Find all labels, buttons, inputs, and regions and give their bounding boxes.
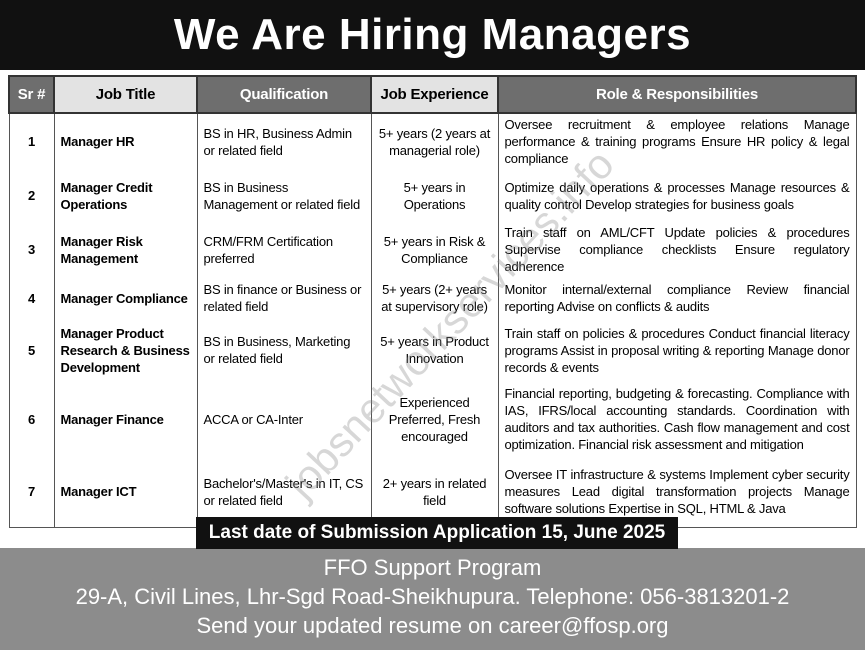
cell: Monitor internal/external compliance Rev… [497, 277, 857, 319]
cell: Manager HR [53, 113, 198, 169]
cell: Manager Credit Operations [53, 169, 198, 222]
deadline: Last date of Submission Application 15, … [196, 517, 678, 549]
column-header: Sr # [8, 75, 55, 114]
cell: BS in HR, Business Admin or related fiel… [196, 113, 372, 169]
cell: 5+ years (2+ years at supervisory role) [370, 277, 499, 319]
cell: Manager Risk Management [53, 222, 198, 277]
footer-line: Send your updated resume on career@ffosp… [196, 613, 669, 638]
jobs-table: Sr # Job Title Qualification Job Experience… [8, 75, 857, 528]
cell: 4 [8, 277, 55, 319]
job-row: 4 Manager Compliance BS in finance or Busi… [8, 277, 857, 319]
cell: BS in Business Management or related fie… [196, 169, 372, 222]
footer: FFO Support Program 29-A, Civil Lines, Lh… [0, 548, 865, 650]
cell: Manager ICT [53, 457, 198, 528]
cell: CRM/FRM Certification preferred [196, 222, 372, 277]
cell: Oversee recruitment & employee relations… [497, 113, 857, 169]
cell: 2 [8, 169, 55, 222]
cell: Financial reporting, budgeting & forecas… [497, 381, 857, 457]
cell: Optimize daily operations & processes Ma… [497, 169, 857, 222]
cell: Manager Finance [53, 381, 198, 457]
header-row: Sr # Job Title Qualification Job Experience… [8, 75, 857, 114]
column-header: Job Title [53, 75, 198, 114]
cell: ACCA or CA-Inter [196, 381, 372, 457]
cell: Train staff on policies & procedures Con… [497, 319, 857, 381]
column-header: Qualification [196, 75, 372, 114]
cell: 3 [8, 222, 55, 277]
cell: Manager Compliance [53, 277, 198, 319]
cell: Bachelor's/Master's in IT, CS or related… [196, 457, 372, 528]
job-row: 3 Manager Risk Management CRM/FRM Certific… [8, 222, 857, 277]
cell: 5+ years in Operations [370, 169, 499, 222]
column-header: Role & Responsibilities [497, 75, 857, 114]
cell: Train staff on AML/CFT Update policies &… [497, 222, 857, 277]
cell: 6 [8, 381, 55, 457]
job-row: 5 Manager Product Research & Business Dev… [8, 319, 857, 381]
cell: Manager Product Research & Business Deve… [53, 319, 198, 381]
job-row: 6 Manager Finance ACCA or CA-Inter Experien… [8, 381, 857, 457]
job-row: 7 Manager ICT Bachelor's/Master's in IT, C… [8, 457, 857, 528]
cell: 5+ years in Product Innovation [370, 319, 499, 381]
cell: 5+ years in Risk & Compliance [370, 222, 499, 277]
cell: 1 [8, 113, 55, 169]
job-row: 1 Manager HR BS in HR, Business Admin or r… [8, 113, 857, 169]
cell: 5 [8, 319, 55, 381]
cell: 7 [8, 457, 55, 528]
cell: Experienced Preferred, Fresh encouraged [370, 381, 499, 457]
cell: BS in finance or Business or related fie… [196, 277, 372, 319]
cell: BS in Business, Marketing or related fie… [196, 319, 372, 381]
job-row: 2 Manager Credit Operations BS in Business… [8, 169, 857, 222]
footer-line: FFO Support Program [323, 555, 542, 580]
title: We Are Hiring Managers [0, 0, 865, 70]
table-body: 1 Manager HR BS in HR, Business Admin or r… [8, 113, 857, 528]
cell: 5+ years (2 years at managerial role) [370, 113, 499, 169]
column-header: Job Experience [370, 75, 499, 114]
cell: Oversee IT infrastructure & systems Impl… [497, 457, 857, 528]
footer-line: 29-A, Civil Lines, Lhr-Sgd Road-Sheikhup… [75, 584, 790, 609]
